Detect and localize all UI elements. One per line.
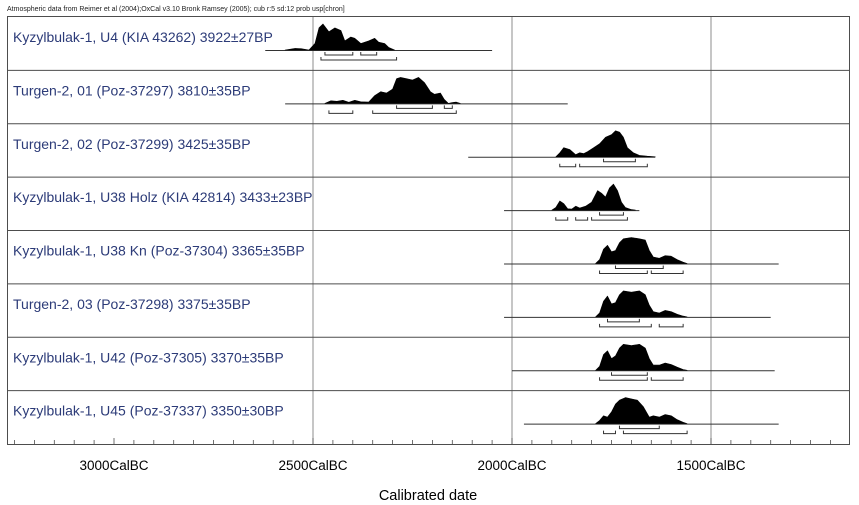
probability-distribution: [555, 130, 656, 158]
x-axis-label: Calibrated date: [379, 488, 477, 504]
chart-header: Atmospheric data from Reimer et al (2004…: [7, 6, 345, 13]
sigma2-bracket: [599, 377, 648, 381]
probability-distribution: [551, 183, 636, 211]
probability-distribution: [324, 77, 461, 104]
sigma2-bracket: [650, 377, 684, 381]
sigma2-bracket: [320, 57, 398, 61]
x-tick-label: 1500CalBC: [676, 458, 745, 473]
sigma1-bracket: [611, 372, 648, 376]
sigma1-bracket: [618, 425, 660, 430]
sample-label: Kyzylbulak-1, U38 Kn (Poz-37304) 3365±35…: [13, 243, 305, 259]
sample-label: Kyzylbulak-1, U4 (KIA 43262) 3922±27BP: [13, 29, 273, 45]
x-tick-label: 2500CalBC: [278, 458, 347, 473]
sample-label: Kyzylbulak-1, U45 (Poz-37337) 3350±30BP: [13, 403, 284, 419]
probability-distribution: [284, 23, 395, 51]
sigma1-bracket: [603, 158, 636, 163]
sigma2-bracket: [650, 270, 684, 274]
probability-distribution: [595, 344, 688, 371]
sample-row: Kyzylbulak-1, U4 (KIA 43262) 3922±27BP: [13, 23, 493, 61]
sigma2-bracket: [559, 163, 577, 168]
sigma2-bracket: [603, 430, 616, 435]
sigma1-bracket: [599, 212, 624, 216]
sample-row: Turgen-2, 02 (Poz-37299) 3425±35BP: [13, 130, 656, 168]
plot-frame: [7, 16, 850, 445]
sample-label: Kyzylbulak-1, U38 Holz (KIA 42814) 3433±…: [13, 189, 313, 205]
sigma1-bracket: [443, 105, 453, 109]
sigma2-bracket: [575, 217, 589, 221]
sigma2-bracket: [372, 110, 457, 114]
sample-row: Kyzylbulak-1, U38 Holz (KIA 42814) 3433±…: [13, 183, 640, 221]
sigma1-bracket: [324, 52, 354, 56]
sigma2-bracket: [658, 323, 684, 328]
sigma1-bracket: [607, 318, 640, 323]
sigma2-bracket: [579, 163, 648, 168]
probability-distribution: [595, 290, 688, 318]
sample-label: Turgen-2, 02 (Poz-37299) 3425±35BP: [13, 136, 251, 152]
sigma2-bracket: [622, 430, 688, 435]
sample-rows: Kyzylbulak-1, U4 (KIA 43262) 3922±27BP Tu…: [8, 23, 849, 435]
sigma2-bracket: [555, 217, 569, 221]
sigma1-bracket: [396, 105, 433, 109]
sigma2-bracket: [328, 110, 354, 114]
sample-label: Turgen-2, 01 (Poz-37297) 3810±35BP: [13, 82, 251, 98]
sample-row: Kyzylbulak-1, U38 Kn (Poz-37304) 3365±35…: [13, 237, 779, 274]
probability-distribution: [595, 237, 688, 264]
x-tick-label: 3000CalBC: [79, 458, 148, 473]
sigma2-bracket: [599, 323, 652, 328]
x-axis: 3000CalBC 2500CalBC 2000CalBC 1500CalBC: [14, 438, 831, 473]
sample-row: Turgen-2, 03 (Poz-37298) 3375±35BP: [13, 290, 771, 328]
sigma2-bracket: [599, 270, 648, 274]
sample-label: Turgen-2, 03 (Poz-37298) 3375±35BP: [13, 296, 251, 312]
sample-row: Kyzylbulak-1, U45 (Poz-37337) 3350±30BP: [13, 397, 779, 435]
sample-row: Turgen-2, 01 (Poz-37297) 3810±35BP: [13, 77, 568, 114]
sample-row: Kyzylbulak-1, U42 (Poz-37305) 3370±35BP: [13, 344, 775, 381]
sigma1-bracket: [360, 52, 378, 56]
probability-distribution: [595, 397, 688, 424]
sigma2-bracket: [591, 217, 628, 221]
x-tick-label: 2000CalBC: [477, 458, 546, 473]
sigma1-bracket: [614, 265, 664, 269]
sample-label: Kyzylbulak-1, U42 (Poz-37305) 3370±35BP: [13, 349, 284, 365]
